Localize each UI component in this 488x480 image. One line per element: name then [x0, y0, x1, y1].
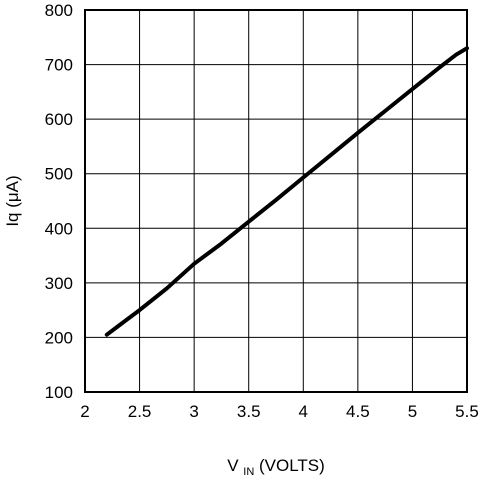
y-tick-label: 700 — [45, 56, 73, 75]
x-tick-label: 2 — [80, 402, 89, 421]
y-axis-label: Iq (μA) — [3, 175, 22, 226]
x-axis-label: V IN (VOLTS) — [227, 456, 325, 478]
x-axis-label-main: V — [227, 456, 239, 475]
x-tick-label: 2.5 — [128, 402, 152, 421]
x-tick-labels: 2 2.5 3 3.5 4 4.5 5 5.5 — [80, 402, 479, 421]
y-tick-label: 600 — [45, 110, 73, 129]
x-tick-label: 3 — [189, 402, 198, 421]
plot-frame — [84, 9, 468, 393]
y-tick-labels: 100 200 300 400 500 600 700 800 — [45, 1, 73, 402]
y-tick-label: 300 — [45, 274, 73, 293]
x-tick-label: 4 — [299, 402, 308, 421]
x-axis-label-subscript: IN — [243, 466, 254, 478]
y-tick-label: 100 — [45, 383, 73, 402]
x-tick-label: 5.5 — [455, 402, 479, 421]
x-axis-label-units: (VOLTS) — [259, 456, 325, 475]
y-tick-label: 500 — [45, 165, 73, 184]
x-tick-label: 3.5 — [237, 402, 261, 421]
grid — [84, 9, 468, 393]
y-tick-label: 400 — [45, 219, 73, 238]
series-line — [104, 46, 469, 337]
x-tick-label: 5 — [408, 402, 417, 421]
x-tick-label: 4.5 — [346, 402, 370, 421]
series-layer — [104, 46, 469, 337]
y-tick-label: 200 — [45, 328, 73, 347]
y-tick-label: 800 — [45, 1, 73, 20]
